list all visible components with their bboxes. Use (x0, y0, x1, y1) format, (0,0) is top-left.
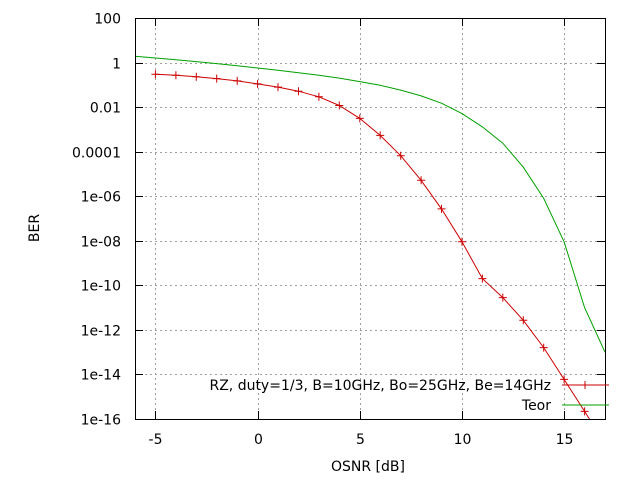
series-point-0 (478, 274, 487, 283)
series-point-0 (335, 101, 344, 110)
series-point-0 (192, 72, 201, 81)
x-axis-label: OSNR [dB] (331, 459, 405, 475)
series-point-0 (498, 293, 507, 302)
series-point-0 (355, 114, 364, 123)
legend-entry-teor: Teor (521, 398, 609, 414)
series-point-0 (253, 79, 262, 88)
legend: RZ, duty=1/3, B=10GHz, Bo=25GHz, Be=14GH… (209, 378, 609, 414)
series-point-0 (151, 70, 160, 79)
y-tick-label: 1e-10 (81, 279, 121, 295)
series-point-0 (437, 204, 446, 213)
legend-entry-rz: RZ, duty=1/3, B=10GHz, Bo=25GHz, Be=14GH… (209, 378, 609, 394)
y-axis-label: BER (27, 214, 43, 242)
series-point-0 (519, 316, 528, 325)
plot-frame (135, 18, 606, 420)
series-1 (135, 55, 605, 353)
series-point-0 (417, 176, 426, 185)
series-0 (151, 70, 591, 419)
series-point-0 (539, 343, 548, 352)
series-point-0 (171, 71, 180, 80)
x-tick-label: 0 (254, 432, 263, 448)
y-tick-label: 100 (94, 12, 121, 28)
series-point-0 (580, 407, 589, 416)
series-point-0 (560, 375, 569, 384)
series-point-0 (376, 131, 385, 140)
legend-marker-rz (581, 381, 589, 389)
y-tick-labels: 100 1 0.01 0.0001 1e-06 1e-08 1e-10 1e-12 1e-14 1… (72, 12, 121, 429)
y-tick-label: 0.0001 (72, 146, 121, 162)
x-tick-label: -5 (149, 432, 163, 448)
series-line-1 (135, 55, 605, 353)
y-tick-label: 1e-16 (81, 413, 121, 429)
data-series (135, 55, 605, 419)
y-tick-label: 1e-12 (81, 324, 121, 340)
legend-label-rz: RZ, duty=1/3, B=10GHz, Bo=25GHz, Be=14GH… (209, 378, 551, 394)
series-point-0 (233, 76, 242, 85)
series-point-0 (274, 83, 282, 92)
y-tick-label: 1e-14 (81, 368, 121, 384)
y-tick-label: 1 (112, 57, 121, 73)
series-point-0 (314, 92, 323, 101)
series-point-0 (294, 87, 303, 96)
x-tick-label: 5 (356, 432, 365, 448)
x-tick-label: 15 (556, 432, 574, 448)
series-point-0 (396, 151, 405, 160)
legend-label-teor: Teor (521, 398, 551, 414)
y-tick-label: 0.01 (90, 101, 121, 117)
x-tick-label: 10 (454, 432, 472, 448)
series-point-0 (212, 74, 221, 83)
y-tick-label: 1e-06 (81, 190, 121, 206)
y-tick-label: 1e-08 (81, 235, 121, 251)
x-tick-labels: -5 0 5 10 15 (149, 432, 574, 448)
series-point-0 (458, 237, 466, 246)
